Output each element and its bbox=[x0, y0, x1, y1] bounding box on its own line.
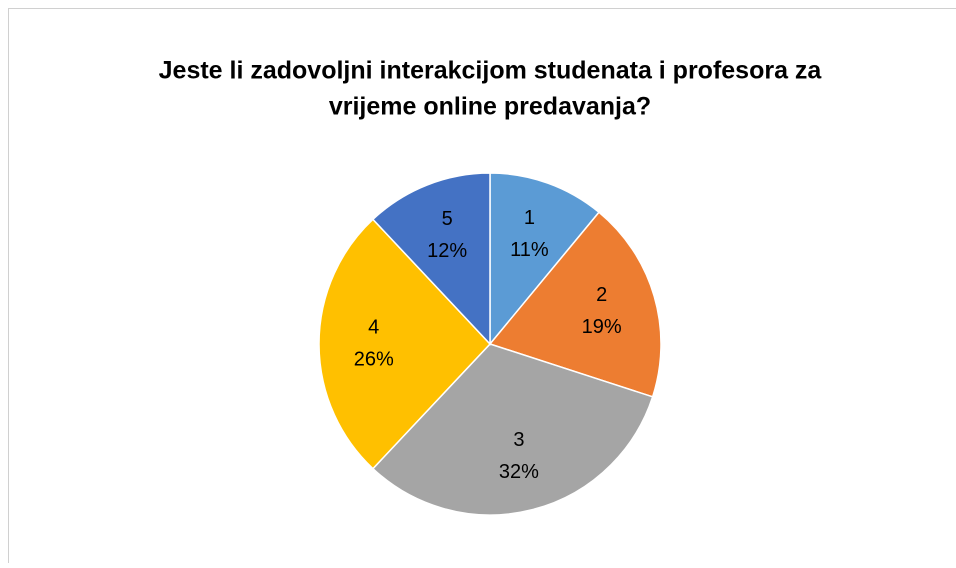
slice-category-label: 2 bbox=[596, 284, 607, 306]
slice-category-label: 4 bbox=[368, 316, 379, 338]
chart-title: Jeste li zadovoljni interakcijom studena… bbox=[159, 57, 823, 85]
slice-value-label: 19% bbox=[582, 316, 622, 338]
slice-value-label: 32% bbox=[499, 461, 539, 483]
slice-value-label: 11% bbox=[510, 239, 549, 261]
slice-category-label: 5 bbox=[442, 208, 453, 230]
slice-value-label: 26% bbox=[354, 348, 394, 370]
slice-value-label: 12% bbox=[427, 240, 467, 262]
slice-category-label: 1 bbox=[524, 207, 535, 229]
slice-category-label: 3 bbox=[513, 429, 524, 451]
chart-title: vrijeme online predavanja? bbox=[329, 93, 651, 121]
